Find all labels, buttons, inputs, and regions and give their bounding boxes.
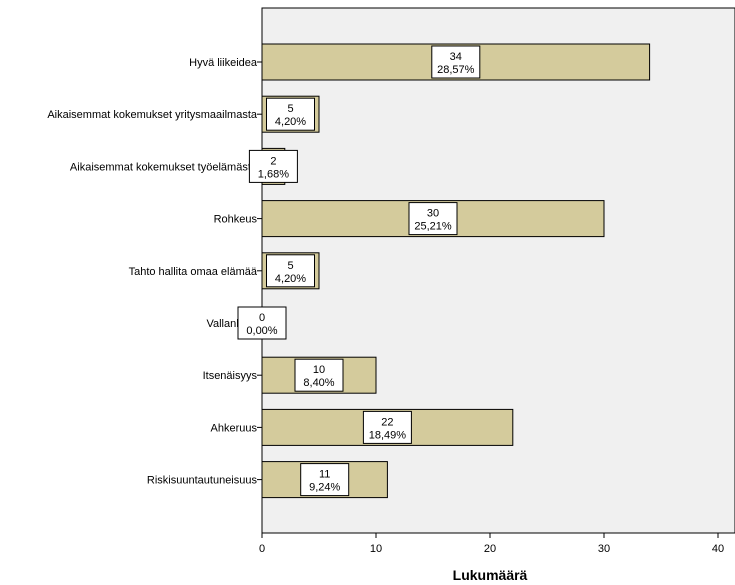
data-label-box: 54,20% — [266, 97, 315, 131]
data-label-box: 108,40% — [294, 358, 344, 392]
data-label-count: 10 — [313, 364, 325, 376]
data-label-background — [300, 463, 350, 497]
data-label-background — [248, 149, 298, 183]
data-label-background — [266, 97, 315, 131]
category-axis: Hyvä liikeidea Aikaisemmat kokemukset yri… — [47, 8, 263, 533]
data-label-percent: 18,49% — [369, 429, 407, 441]
x-tick-label: 0 — [259, 543, 265, 555]
data-label-count: 2 — [270, 155, 276, 167]
data-label-percent: 9,24% — [309, 482, 340, 494]
data-label-percent: 8,40% — [303, 377, 334, 389]
x-axis: 0 10 20 30 40 — [259, 533, 724, 555]
category-label: Hyvä liikeidea — [189, 57, 258, 69]
x-tick-label: 20 — [484, 543, 496, 555]
data-label-count: 0 — [259, 312, 265, 324]
category-label: Aikaisemmat kokemukset työelämästä — [70, 161, 258, 173]
data-label-background — [431, 45, 481, 79]
data-label-percent: 4,20% — [275, 116, 306, 128]
data-label-count: 5 — [287, 260, 293, 272]
data-label-background — [266, 254, 315, 288]
data-label-count: 11 — [319, 469, 330, 481]
x-tick-label: 30 — [598, 543, 610, 555]
data-label-background — [408, 202, 458, 236]
category-label: Aikaisemmat kokemukset yritysmaailmasta — [47, 109, 258, 121]
data-label-background — [294, 358, 344, 392]
data-label-count: 5 — [287, 103, 293, 115]
data-label-percent: 28,57% — [437, 64, 475, 76]
category-label: Itsenäisyys — [203, 370, 258, 382]
data-label-percent: 0,00% — [246, 325, 277, 337]
data-label-box: 119,24% — [300, 463, 350, 497]
data-labels-layer: 3428,57%54,20%21,68%3025,21%54,20%00,00%… — [237, 45, 481, 497]
data-label-count: 30 — [427, 208, 439, 220]
data-label-count: 22 — [381, 416, 393, 428]
data-label-box: 54,20% — [266, 254, 315, 288]
category-label: Ahkeruus — [211, 422, 258, 434]
data-label-percent: 1,68% — [258, 168, 289, 180]
plot-area — [261, 7, 735, 534]
category-label: Tahto hallita omaa elämää — [129, 266, 258, 278]
data-label-percent: 25,21% — [414, 221, 452, 233]
data-label-percent: 4,20% — [275, 273, 306, 285]
data-label-box: 00,00% — [237, 306, 287, 340]
category-label: Rohkeus — [214, 214, 258, 226]
x-axis-title: Lukumäärä — [453, 567, 528, 583]
data-label-background — [237, 306, 287, 340]
category-label: Riskisuuntautuneisuus — [147, 475, 258, 487]
data-label-count: 34 — [450, 51, 462, 63]
x-tick-label: 40 — [712, 543, 724, 555]
data-label-background — [362, 410, 412, 444]
data-label-box: 21,68% — [248, 149, 298, 183]
x-tick-label: 10 — [370, 543, 382, 555]
